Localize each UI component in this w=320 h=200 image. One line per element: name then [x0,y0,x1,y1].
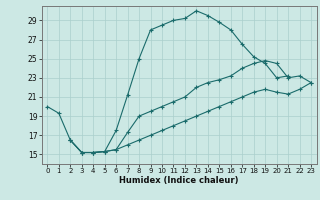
X-axis label: Humidex (Indice chaleur): Humidex (Indice chaleur) [119,176,239,185]
